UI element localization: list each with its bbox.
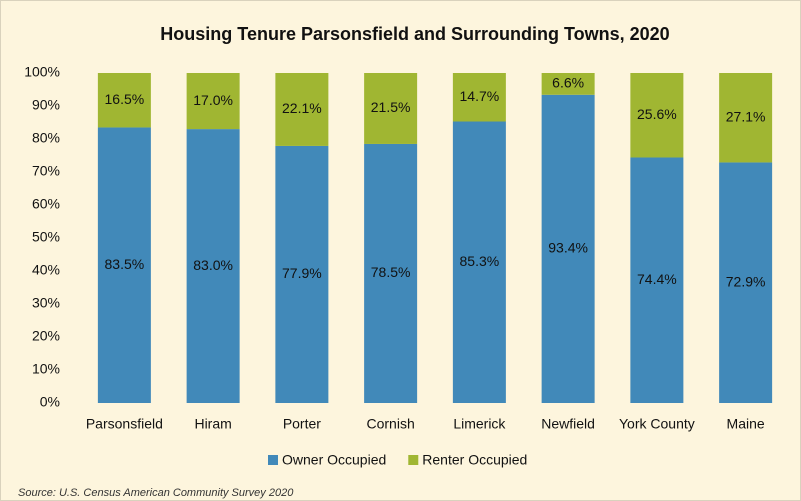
bar-segment xyxy=(97,73,151,128)
data-label: 85.3% xyxy=(460,253,500,269)
y-tick-label: 40% xyxy=(32,262,60,278)
y-tick-label: 60% xyxy=(32,196,60,212)
bar-segment xyxy=(630,73,684,158)
y-tick-label: 70% xyxy=(32,163,60,179)
y-tick-label: 80% xyxy=(32,130,60,146)
bar-segment xyxy=(364,73,418,144)
x-tick-label: York County xyxy=(619,416,695,432)
x-tick-label: Maine xyxy=(727,416,765,432)
data-label: 77.9% xyxy=(282,265,322,281)
data-label: 83.5% xyxy=(105,256,145,272)
bar-segment xyxy=(364,143,418,403)
data-label: 27.1% xyxy=(726,108,766,124)
y-tick-label: 10% xyxy=(32,361,60,377)
y-tick-label: 90% xyxy=(32,97,60,113)
x-tick-label: Newfield xyxy=(541,416,595,432)
bar-segment xyxy=(186,129,240,403)
data-label: 83.0% xyxy=(193,257,233,273)
bar-segment xyxy=(97,127,151,403)
bar-segment xyxy=(630,157,684,403)
bar-segment xyxy=(275,145,329,403)
x-tick-label: Limerick xyxy=(453,416,506,432)
data-label: 22.1% xyxy=(282,100,322,116)
y-tick-label: 20% xyxy=(32,328,60,344)
bar-segment xyxy=(541,73,595,95)
y-tick-label: 100% xyxy=(24,64,60,80)
data-label: 93.4% xyxy=(548,240,588,256)
data-label: 17.0% xyxy=(193,92,233,108)
legend-swatch xyxy=(408,455,419,465)
legend-label: Owner Occupied xyxy=(282,452,386,468)
data-label: 16.5% xyxy=(105,91,145,107)
x-tick-label: Hiram xyxy=(194,416,231,432)
x-tick-label: Parsonsfield xyxy=(86,416,163,432)
bar-segment xyxy=(719,73,773,163)
y-tick-label: 0% xyxy=(40,394,60,410)
source-note: Source: U.S. Census American Community S… xyxy=(18,487,294,499)
chart-title: Housing Tenure Parsonsfield and Surround… xyxy=(160,24,669,44)
legend-swatch xyxy=(268,455,278,465)
bar-segment xyxy=(719,162,773,403)
y-tick-label: 30% xyxy=(32,295,60,311)
bar-segment xyxy=(452,121,506,403)
x-tick-label: Porter xyxy=(283,416,321,432)
bar-segment xyxy=(186,73,240,130)
data-label: 21.5% xyxy=(371,99,411,115)
data-label: 74.4% xyxy=(637,271,677,287)
y-tick-label: 50% xyxy=(32,229,60,245)
bar-segment xyxy=(275,73,329,146)
legend-label: Renter Occupied xyxy=(422,452,527,468)
data-label: 6.6% xyxy=(552,75,584,91)
bar-segment xyxy=(452,73,506,122)
data-label: 72.9% xyxy=(726,273,766,289)
data-label: 78.5% xyxy=(371,264,411,280)
x-tick-label: Cornish xyxy=(367,416,415,432)
data-label: 25.6% xyxy=(637,106,677,122)
bar-segment xyxy=(541,94,595,403)
data-label: 14.7% xyxy=(460,88,500,104)
